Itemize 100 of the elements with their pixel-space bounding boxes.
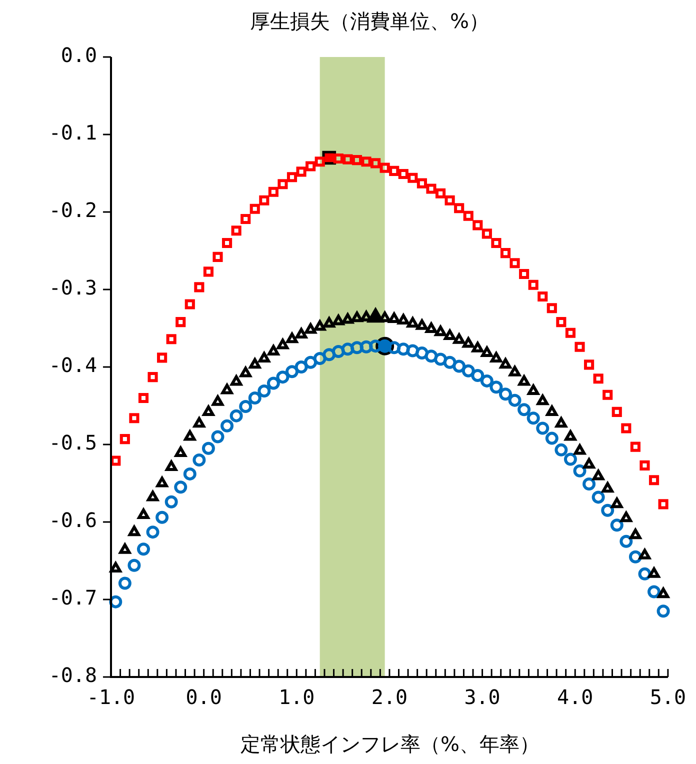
point — [536, 394, 548, 406]
point — [389, 166, 400, 176]
point — [203, 266, 214, 277]
point — [148, 372, 158, 382]
point — [463, 210, 474, 221]
point — [157, 352, 168, 363]
point — [408, 172, 418, 183]
point — [648, 475, 660, 486]
point — [184, 299, 195, 310]
point — [406, 317, 419, 328]
y-tick-label: -0.1 — [48, 120, 97, 145]
y-tick-label: 0.0 — [60, 43, 97, 68]
point — [434, 326, 446, 336]
point — [554, 443, 568, 456]
point — [538, 291, 548, 302]
point — [156, 476, 168, 488]
point — [268, 186, 278, 197]
point — [306, 161, 316, 172]
point — [584, 360, 594, 370]
y-tick-label: -0.8 — [48, 663, 97, 688]
point — [212, 252, 223, 262]
point — [454, 203, 464, 214]
point — [582, 478, 596, 491]
point — [248, 392, 262, 404]
point — [231, 226, 242, 236]
point — [286, 365, 299, 378]
point — [592, 470, 604, 480]
y-tick-label: -0.5 — [48, 430, 97, 455]
point — [640, 460, 650, 470]
point — [341, 342, 354, 356]
point — [314, 156, 325, 167]
chart-title: 厚生損失（消費単位、%） — [250, 8, 490, 35]
point — [184, 430, 196, 441]
point — [222, 238, 232, 248]
point — [230, 375, 242, 386]
point — [472, 342, 484, 352]
point — [110, 562, 122, 572]
point — [361, 156, 372, 167]
point — [425, 322, 438, 334]
point — [574, 342, 585, 352]
point — [212, 395, 224, 406]
point — [221, 384, 233, 394]
point — [490, 380, 503, 394]
point — [416, 319, 428, 330]
point — [110, 456, 121, 466]
point — [471, 369, 484, 382]
point — [164, 495, 178, 508]
point — [295, 328, 308, 338]
point — [528, 384, 540, 396]
point — [342, 313, 354, 324]
point — [565, 328, 576, 338]
point — [398, 314, 410, 324]
point — [109, 595, 122, 608]
point — [536, 422, 550, 435]
y-tick-label: -0.2 — [48, 198, 97, 222]
point — [602, 482, 614, 493]
point — [620, 534, 633, 548]
point — [610, 518, 624, 532]
point — [426, 184, 436, 194]
point — [424, 350, 438, 363]
point — [564, 452, 577, 466]
point — [239, 400, 252, 414]
point — [278, 179, 288, 190]
point — [332, 314, 344, 326]
point — [472, 220, 483, 230]
point — [304, 356, 318, 369]
point — [510, 258, 520, 268]
point — [211, 430, 224, 444]
point — [370, 158, 381, 168]
x-tick-label: 1.0 — [278, 685, 315, 710]
y-tick-label: -0.4 — [48, 353, 97, 378]
point — [499, 388, 512, 401]
point — [518, 375, 530, 386]
point — [258, 352, 270, 362]
point — [286, 332, 298, 344]
x-tick-label: 5.0 — [650, 685, 686, 710]
point — [314, 320, 326, 331]
point — [286, 172, 298, 182]
point — [611, 498, 623, 508]
point — [546, 405, 558, 416]
point — [259, 195, 270, 206]
point — [443, 356, 456, 369]
point — [508, 394, 522, 407]
point — [118, 576, 132, 590]
point — [462, 364, 475, 378]
point — [202, 442, 215, 455]
point — [602, 390, 613, 400]
y-tick-label: -0.3 — [48, 276, 97, 300]
point — [202, 405, 214, 416]
point — [528, 280, 538, 290]
point — [452, 360, 466, 373]
point — [490, 352, 502, 362]
point — [556, 317, 566, 328]
point — [194, 282, 204, 292]
x-axis-title: 定常状態インフレ率（%、年率） — [239, 731, 540, 758]
point — [388, 341, 401, 354]
x-tick-label: -1.0 — [86, 685, 136, 710]
point — [249, 358, 261, 369]
point — [128, 558, 141, 572]
point — [240, 366, 252, 378]
